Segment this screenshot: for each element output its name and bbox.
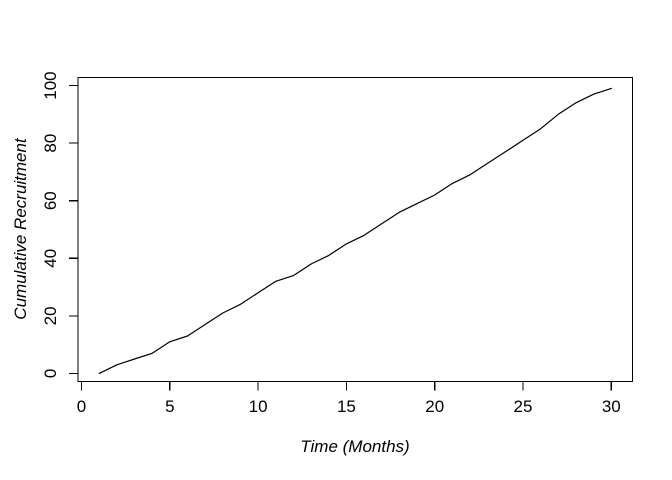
- x-tick-label: 30: [602, 397, 621, 416]
- x-tick-label: 10: [249, 397, 268, 416]
- x-tick-label: 20: [425, 397, 444, 416]
- x-tick-label: 5: [165, 397, 174, 416]
- x-axis-tick-labels: 0 5 10 15 20 25 30: [77, 397, 621, 416]
- y-tick-label: 80: [41, 134, 60, 153]
- x-tick-label: 25: [514, 397, 533, 416]
- x-axis-ticks: [80, 381, 612, 391]
- y-axis-label: Cumulative Recruitment: [11, 137, 30, 320]
- y-tick-label: 100: [41, 71, 60, 99]
- y-axis-tick-labels: 0 20 40 60 80 100: [41, 71, 60, 378]
- plot-box: [77, 76, 634, 383]
- y-axis-ticks: [69, 84, 78, 375]
- cumulative-recruitment-line: [98, 87, 612, 374]
- x-tick-label: 0: [77, 397, 86, 416]
- y-tick-label: 60: [41, 191, 60, 210]
- y-tick-label: 0: [41, 369, 60, 378]
- x-tick-label: 15: [337, 397, 356, 416]
- y-tick-label: 40: [41, 249, 60, 268]
- y-tick-label: 20: [41, 306, 60, 325]
- x-axis-label: Time (Months): [300, 437, 409, 456]
